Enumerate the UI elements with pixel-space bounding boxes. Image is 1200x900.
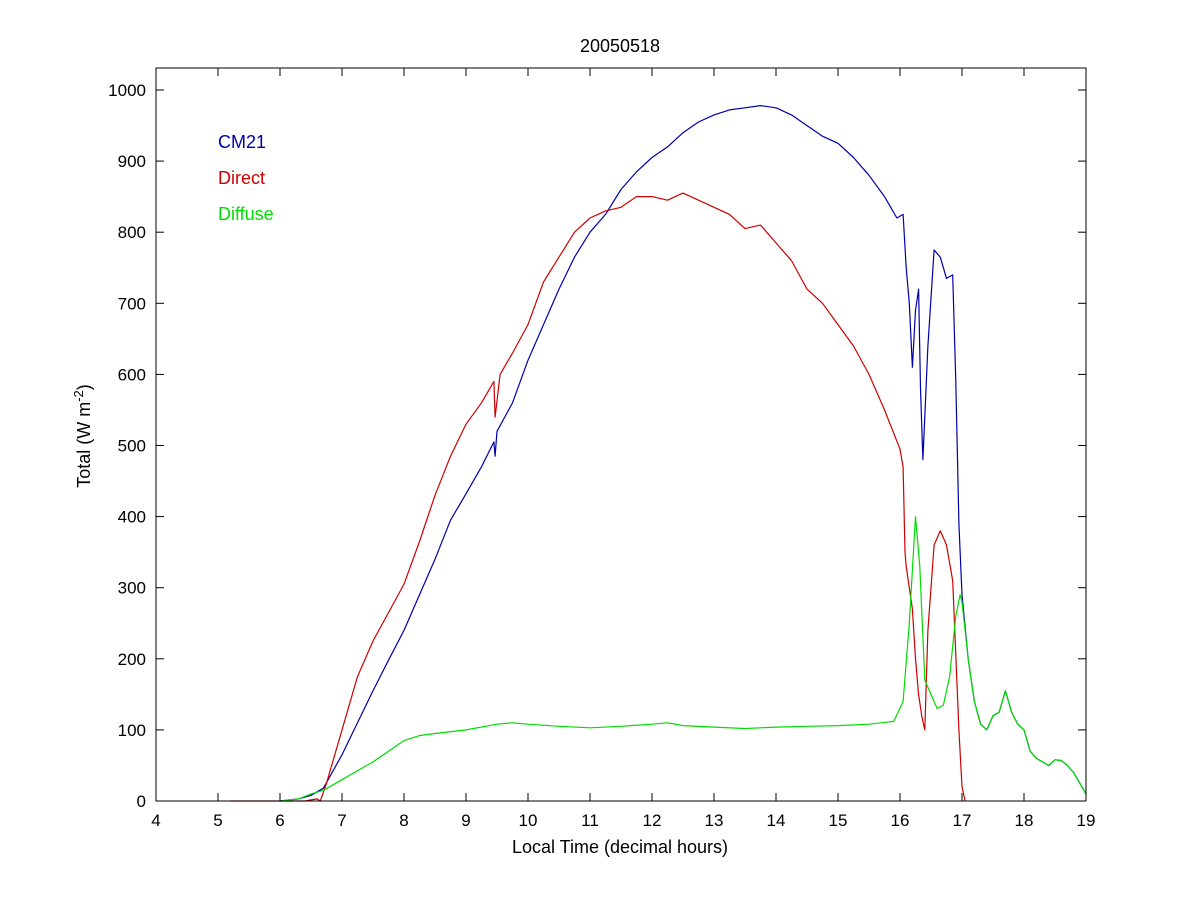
x-tick-label: 16 — [891, 811, 910, 830]
legend-entry-diffuse: Diffuse — [218, 204, 274, 224]
x-tick-label: 12 — [643, 811, 662, 830]
x-tick-label: 14 — [767, 811, 786, 830]
y-tick-label: 700 — [118, 294, 146, 313]
x-axis-label: Local Time (decimal hours) — [512, 837, 728, 857]
x-tick-label: 19 — [1077, 811, 1096, 830]
series-line-direct — [230, 192, 966, 802]
y-axis-label-main: Total (W m — [74, 402, 94, 488]
y-axis-label: Total (W m-2) — [71, 384, 94, 488]
y-tick-label: 300 — [118, 579, 146, 598]
y-tick-label: 0 — [137, 792, 146, 811]
x-tick-label: 13 — [705, 811, 724, 830]
y-tick-label: 200 — [118, 650, 146, 669]
y-axis: 0 100 200 300 400 500 600 700 800 900 1000 — [108, 81, 1086, 811]
y-tick-label: 500 — [118, 437, 146, 456]
y-tick-label: 600 — [118, 365, 146, 384]
series-layer — [230, 105, 1087, 802]
x-tick-label: 17 — [953, 811, 972, 830]
y-tick-label: 400 — [118, 508, 146, 527]
x-tick-label: 8 — [399, 811, 408, 830]
y-tick-label: 900 — [118, 152, 146, 171]
axes-frame — [155, 67, 1087, 802]
x-tick-label: 15 — [829, 811, 848, 830]
y-tick-label: 800 — [118, 223, 146, 242]
chart-title: 20050518 — [580, 36, 660, 56]
x-tick-label: 10 — [519, 811, 538, 830]
legend: CM21 Direct Diffuse — [218, 132, 274, 224]
x-tick-label: 11 — [581, 811, 599, 830]
legend-entry-cm21: CM21 — [218, 132, 266, 152]
x-tick-label: 7 — [337, 811, 346, 830]
y-tick-label: 100 — [118, 721, 146, 740]
x-tick-label: 4 — [151, 811, 160, 830]
x-tick-label: 5 — [213, 811, 222, 830]
x-tick-label: 18 — [1015, 811, 1034, 830]
y-axis-label-superscript: -2 — [71, 390, 86, 402]
series-line-diffuse — [279, 516, 1087, 802]
legend-entry-direct: Direct — [218, 168, 265, 188]
x-tick-label: 6 — [275, 811, 284, 830]
y-axis-label-suffix: ) — [74, 384, 94, 390]
x-axis: 4 5 6 7 8 9 10 11 12 13 14 15 16 17 18 19 — [151, 68, 1095, 830]
y-tick-label: 1000 — [108, 81, 146, 100]
x-tick-label: 9 — [461, 811, 470, 830]
